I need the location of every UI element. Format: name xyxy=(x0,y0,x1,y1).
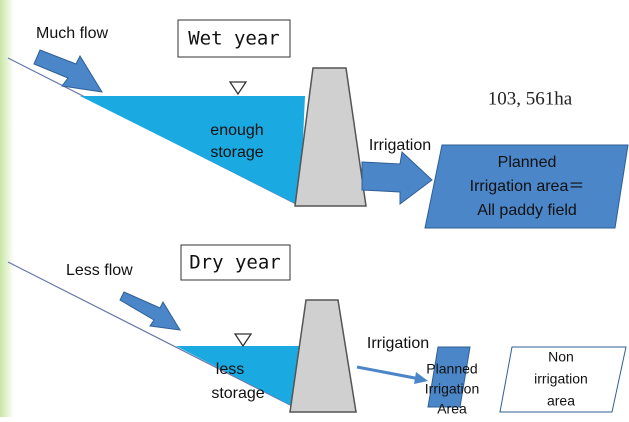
irrigation-arrow xyxy=(357,367,420,379)
area-label: Non xyxy=(548,349,574,365)
irrigation-label: Irrigation xyxy=(369,137,431,154)
area-label: area xyxy=(547,393,575,409)
irrigation-label: Irrigation xyxy=(367,335,429,352)
area-label: Irrigation area＝ xyxy=(470,178,585,195)
area-label: Irrigation xyxy=(425,381,479,397)
dam xyxy=(290,300,356,412)
inflow-label: Less flow xyxy=(66,262,133,279)
area-label: Planned xyxy=(498,154,557,171)
side-strip xyxy=(0,0,14,417)
area-label: All paddy field xyxy=(477,202,577,219)
water-level xyxy=(230,82,246,94)
irrigation-arrow xyxy=(362,152,432,204)
area-label: Area xyxy=(437,401,467,417)
area-label: irrigation xyxy=(534,371,588,387)
storage-label: less xyxy=(216,361,244,378)
storage-label: storage xyxy=(210,144,263,161)
storage-label: enough xyxy=(210,122,263,139)
title: Wet year xyxy=(188,28,280,50)
planned-area xyxy=(428,347,470,407)
dam xyxy=(295,68,366,206)
inflow-arrow xyxy=(34,50,102,92)
title: Dry year xyxy=(189,252,281,274)
storage-label: storage xyxy=(211,385,264,402)
water-level xyxy=(235,334,251,346)
inflow-arrow xyxy=(120,292,180,330)
area-size: 103, 561ha xyxy=(488,88,573,109)
area-label: Planned xyxy=(426,361,477,377)
water xyxy=(80,96,305,206)
diagram: Much flow Wet year enough storage Irriga… xyxy=(0,0,629,417)
inflow-label: Much flow xyxy=(36,25,108,42)
